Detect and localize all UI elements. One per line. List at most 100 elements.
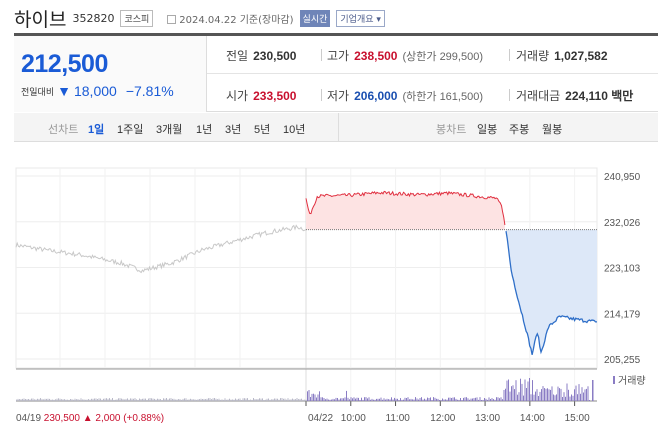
volume-bar: [28, 399, 29, 401]
tab-10y[interactable]: 10년: [283, 124, 306, 136]
volume-bar: [104, 398, 106, 401]
summary-part: (+0.88%): [120, 413, 164, 424]
divider: [14, 33, 658, 36]
volume-bar: [589, 400, 590, 401]
volume-bar: [172, 398, 173, 401]
tab-3y[interactable]: 3년: [225, 124, 242, 136]
volume-bar: [404, 397, 406, 401]
quote-panel: 212,500 전일대비 ▼ 18,000 −7.81% 전일 230,500 고…: [14, 36, 658, 112]
volume-bar: [229, 398, 230, 401]
volume-bar: [38, 398, 40, 401]
volume-bar: [290, 399, 292, 401]
volume-bar: [34, 399, 35, 401]
tab-weekly[interactable]: 주봉: [509, 124, 530, 136]
today-down-line: [505, 230, 598, 355]
volume-bar: [467, 398, 469, 401]
volume-bar: [313, 393, 314, 401]
volume-bar: [424, 398, 425, 401]
volume-bar: [259, 398, 260, 401]
volume-bar: [533, 394, 535, 401]
tab-1y[interactable]: 1년: [196, 124, 213, 136]
candle-chart-label: 봉차트: [436, 124, 467, 136]
volume-bar: [325, 399, 326, 401]
volume-bar: [518, 392, 520, 401]
company-info-dropdown[interactable]: 기업개요 ▾: [336, 9, 385, 27]
realtime-button[interactable]: 실시간: [299, 9, 331, 27]
x-tick-label: 11:00: [386, 413, 411, 424]
tab-monthly[interactable]: 월봉: [542, 124, 563, 136]
volume-bar: [472, 398, 473, 401]
volume-bar: [436, 398, 437, 401]
volume-bar: [458, 399, 460, 401]
volume-bar: [272, 399, 274, 401]
tab-1w[interactable]: 1주일: [117, 124, 144, 136]
volume-bar: [47, 398, 49, 401]
volume-bar: [428, 398, 430, 401]
volume-bar: [154, 398, 155, 401]
volume-bar: [460, 398, 461, 401]
volume-bar: [260, 398, 262, 401]
volume-bar: [106, 398, 107, 401]
volume-bar: [560, 388, 562, 401]
volume-bar: [274, 398, 275, 401]
volume-bar: [340, 398, 341, 401]
volume-bar: [307, 391, 308, 401]
volume-bar: [563, 392, 565, 401]
volume-bar: [478, 399, 479, 401]
volume-bar: [475, 397, 476, 401]
chart-tabs: 선차트 1일 1주일 3개월 1년 3년 5년 10년 봉차트 일봉 주봉 월봉: [14, 113, 658, 142]
today-up-line: [305, 190, 506, 226]
volume-bar: [211, 399, 212, 401]
volume-bar: [115, 399, 116, 401]
volume-bar: [124, 399, 125, 401]
volume-bar: [304, 399, 305, 401]
volume-bar: [455, 398, 457, 401]
summary-part: 04/19: [16, 413, 41, 424]
volume-bar: [569, 396, 571, 401]
tab-5y[interactable]: 5년: [254, 124, 271, 136]
volume-bar: [445, 399, 446, 401]
volume-bar: [175, 399, 176, 401]
volume-bar: [368, 397, 370, 401]
volume-bar: [253, 398, 254, 401]
volume-bar: [41, 398, 43, 401]
volume-bar: [419, 398, 421, 401]
day-high: 고가 238,500 (상한가 299,500): [327, 48, 483, 64]
volume-bar: [254, 399, 256, 401]
volume-bar: [559, 388, 560, 401]
volume-bar: [362, 399, 364, 401]
volume-bar: [26, 399, 28, 401]
volume-bar: [163, 398, 164, 401]
volume-bar: [335, 397, 337, 401]
volume-bar: [538, 396, 539, 401]
volume-bar: [235, 398, 236, 401]
volume-bar: [581, 387, 583, 401]
volume-bar: [301, 398, 302, 401]
stock-name: 하이브: [14, 8, 67, 31]
volume-bar: [536, 389, 538, 401]
volume-bar: [592, 380, 594, 401]
market-badge: 코스피: [120, 9, 154, 27]
tab-1d[interactable]: 1일: [88, 124, 105, 136]
volume-bar: [160, 399, 161, 401]
volume-bar: [221, 399, 223, 401]
volume-bar: [473, 398, 475, 401]
prev-day-summary: 04/19 230,500 ▲ 2,000 (+0.88%): [16, 413, 164, 424]
volume-bar: [556, 394, 557, 401]
volume-bar: [464, 397, 466, 401]
volume-bar: [250, 399, 251, 401]
volume-bar: [466, 397, 467, 401]
down-area: [505, 229, 597, 355]
volume-bar: [119, 398, 121, 401]
volume-bar: [322, 397, 323, 401]
volume-bar: [568, 389, 569, 401]
volume-bar: [383, 398, 385, 401]
volume-bar: [170, 398, 172, 401]
tab-daily[interactable]: 일봉: [477, 124, 498, 136]
tab-3m[interactable]: 3개월: [156, 124, 183, 136]
volume-bar: [208, 398, 209, 401]
volume-bar: [130, 398, 131, 401]
volume-bar: [146, 399, 148, 401]
volume-bar: [31, 398, 32, 401]
